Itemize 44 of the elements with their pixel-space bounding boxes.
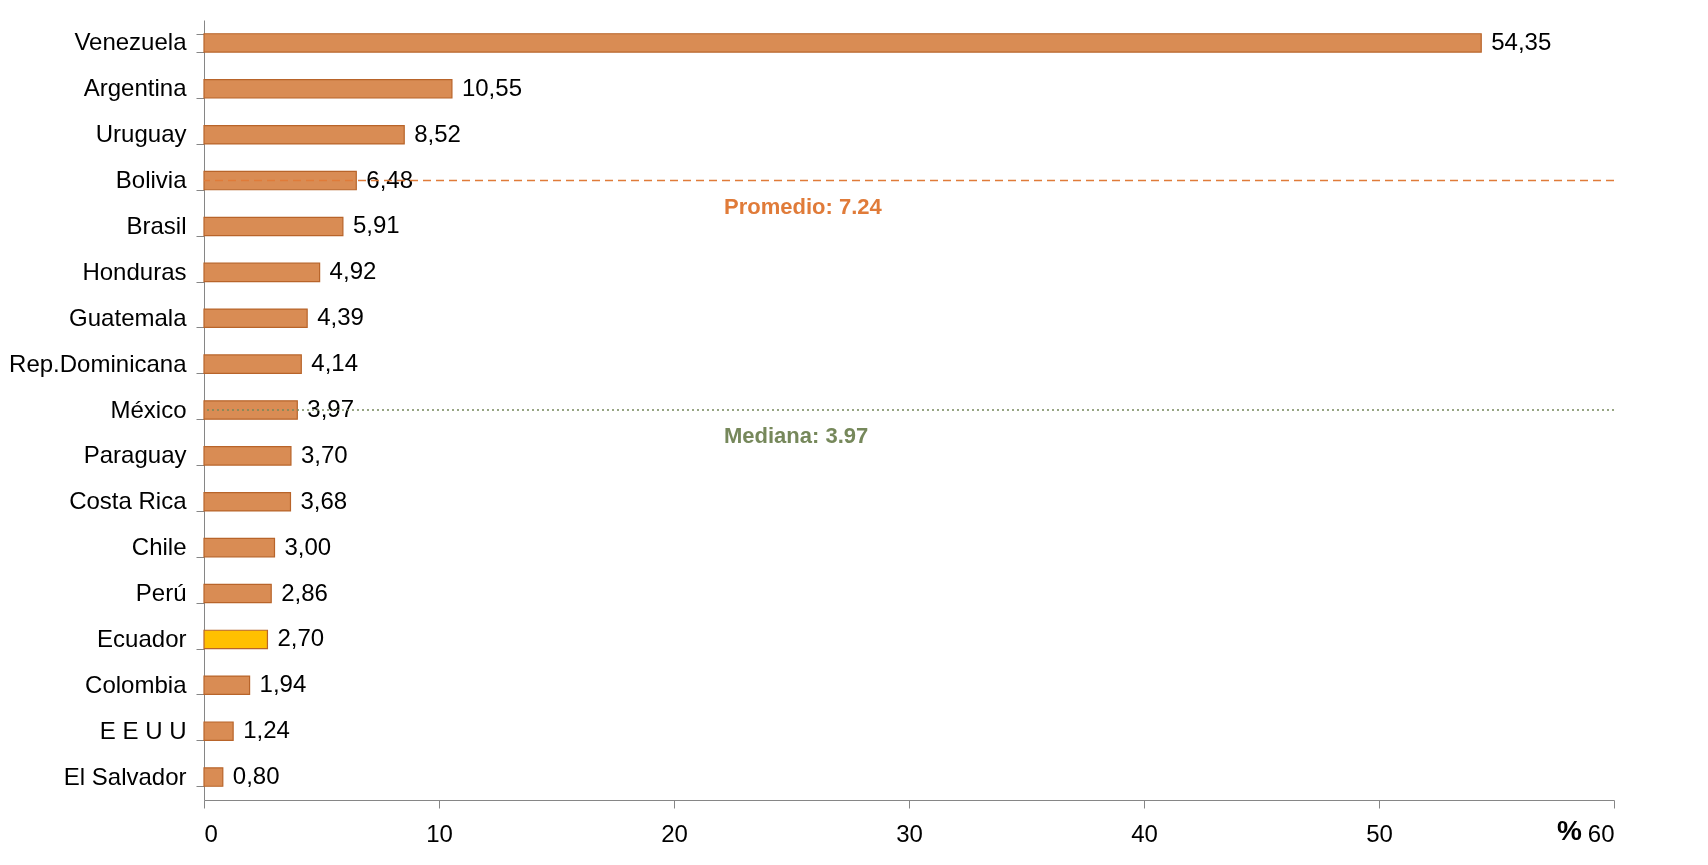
data-label: 2,86 (281, 578, 328, 606)
y-tick-label: México (110, 395, 187, 423)
y-tick-label: Paraguay (83, 441, 187, 469)
y-tick-label: Colombia (85, 670, 188, 698)
y-tick-label: Ecuador (97, 624, 187, 652)
x-axis-title: % (1557, 815, 1583, 846)
data-label: 4,14 (311, 349, 359, 377)
data-label: 5,91 (352, 211, 400, 239)
data-label: 4,39 (317, 303, 364, 331)
y-tick-label: Guatemala (69, 303, 188, 331)
data-label: 1,24 (243, 716, 290, 744)
data-label: 8,52 (414, 119, 461, 147)
y-tick-label: E E U U (99, 716, 187, 744)
data-label: 10,55 (461, 73, 522, 101)
y-tick-label: Chile (131, 533, 187, 561)
data-label: 4,92 (329, 257, 377, 285)
x-tick-label: 0 (204, 819, 218, 847)
y-tick-label: Bolivia (115, 166, 188, 194)
y-tick-label: Argentina (83, 74, 188, 102)
y-tick-label: Perú (135, 579, 187, 607)
y-tick-label: Rep.Dominicana (9, 349, 188, 377)
x-tick-label: 40 (1131, 819, 1158, 847)
data-label: 3,97 (307, 395, 355, 422)
data-label: 2,70 (277, 624, 325, 652)
data-label: 3,00 (284, 532, 332, 560)
y-tick-label: Venezuela (74, 28, 188, 56)
data-label: 54,35 (1491, 27, 1552, 55)
data-label: 3,68 (300, 486, 348, 514)
y-tick-label: Costa Rica (69, 487, 188, 515)
y-tick-label: El Salvador (63, 762, 187, 790)
x-tick-label: 50 (1366, 819, 1393, 847)
data-label: 1,94 (259, 670, 307, 698)
data-label: 0,80 (232, 762, 280, 790)
ref-line-label: Promedio: 7.24 (724, 193, 883, 219)
ref-line-label: Mediana: 3.97 (724, 423, 869, 448)
data-label: 6,48 (366, 165, 413, 193)
x-tick-label: 30 (896, 819, 923, 847)
y-tick-label: Uruguay (95, 120, 187, 148)
x-tick-label: 10 (426, 819, 453, 847)
x-tick-label: 20 (661, 819, 688, 847)
y-tick-label: Brasil (126, 211, 187, 239)
data-label: 3,70 (300, 440, 348, 468)
x-tick-label: 60 (1587, 819, 1615, 847)
y-tick-label: Honduras (82, 257, 187, 285)
